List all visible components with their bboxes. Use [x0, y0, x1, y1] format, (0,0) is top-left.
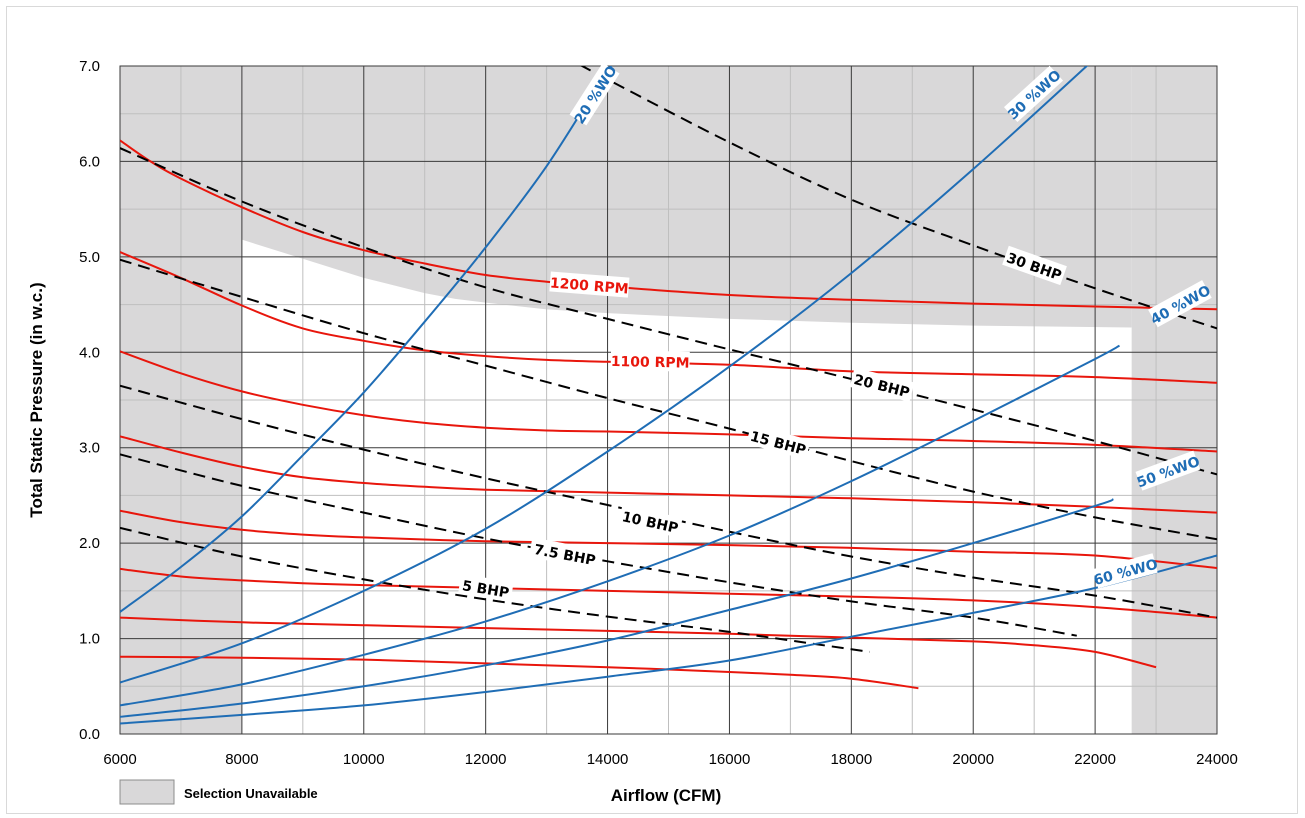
rpm-curves: [120, 139, 1217, 690]
x-tick-label: 20000: [952, 751, 994, 768]
wo-curve-2: [120, 66, 1089, 684]
rpm-label-bg: [610, 349, 690, 372]
unavailable-top: [241, 66, 1132, 328]
y-tick-label: 3.0: [79, 440, 100, 457]
wo-curves: [120, 66, 1217, 725]
rpm-curve-5: [120, 509, 1217, 569]
wo-curve-1: [120, 66, 613, 613]
y-tick-label: 6.0: [79, 153, 100, 170]
bhp-curve-5: [120, 453, 1077, 637]
x-tick-label: 22000: [1074, 751, 1116, 768]
chart-frame: [6, 6, 1298, 814]
x-tick-label: 8000: [225, 751, 258, 768]
bhp-label-bg: [458, 573, 514, 603]
rpm-curve-7: [120, 616, 1157, 669]
wo-curve-4: [120, 498, 1114, 718]
bhp-curve-3: [120, 258, 1217, 541]
rpm-curve-8: [120, 655, 919, 690]
bhp-label-bg: [849, 367, 915, 402]
y-axis-title: Total Static Pressure (in w.c.): [27, 282, 46, 517]
wo-label-bg: [569, 62, 620, 126]
rpm-curve-2: [120, 251, 1217, 384]
bhp-curve-2: [120, 147, 1217, 476]
x-tick-label: 6000: [103, 751, 136, 768]
legend-swatch-unavailable: [119, 779, 175, 805]
rpm-label-2: 1100 RPM: [610, 349, 690, 372]
rpm-label-bg: [549, 271, 630, 298]
y-tick-label: 0.0: [79, 726, 100, 743]
tick-labels: 6000 8000 10000 12000 14000 16000 18000 20000 22…: [79, 58, 1238, 768]
wo-label-bg: [1093, 553, 1158, 589]
x-tick-label: 10000: [343, 751, 385, 768]
bhp-label-6: 5 BHP: [458, 573, 514, 603]
wo-label-bg: [1135, 450, 1201, 491]
x-tick-label: 14000: [587, 751, 629, 768]
wo-curve-5: [120, 554, 1217, 725]
bhp-label-bg: [528, 537, 602, 570]
legend: Selection Unavailable: [119, 779, 318, 805]
wo-label-bg: [1148, 280, 1212, 328]
y-tick-label: 7.0: [79, 58, 100, 75]
rpm-label-text: 1200 RPM: [549, 275, 629, 297]
bhp-label-4: 10 BHP: [618, 504, 683, 538]
x-tick-label: 18000: [830, 751, 872, 768]
bhp-label-3: 15 BHP: [746, 424, 811, 460]
wo-label-bg: [1003, 65, 1064, 122]
rpm-curve-3: [120, 350, 1217, 453]
bhp-curve-1: [580, 66, 1217, 330]
rpm-curve-1: [120, 139, 1217, 311]
rpm-curve-6: [120, 567, 1217, 619]
rpm-curve-4: [120, 435, 1217, 514]
x-tick-label: 24000: [1196, 751, 1238, 768]
plot-border: [119, 65, 1218, 735]
y-tick-label: 1.0: [79, 631, 100, 648]
y-tick-label: 2.0: [79, 535, 100, 552]
bhp-label-bg: [618, 504, 683, 538]
x-tick-label: 12000: [465, 751, 507, 768]
wo-curve-3: [120, 344, 1120, 707]
bhp-label-text: 5 BHP: [461, 578, 510, 601]
bhp-label-bg: [746, 424, 811, 460]
rpm-label-1: 1200 RPM: [549, 271, 630, 298]
bhp-curve-6: [120, 526, 870, 653]
bhp-curves: [120, 66, 1217, 653]
x-tick-label: 16000: [709, 751, 751, 768]
x-axis-title: Airflow (CFM): [611, 786, 721, 805]
rpm-label-text: 1100 RPM: [611, 354, 690, 372]
bhp-curve-4: [120, 384, 1217, 619]
bhp-label-bg: [1002, 245, 1067, 286]
legend-label-unavailable: Selection Unavailable: [184, 786, 318, 801]
y-tick-label: 4.0: [79, 344, 100, 361]
y-tick-label: 5.0: [79, 249, 100, 266]
